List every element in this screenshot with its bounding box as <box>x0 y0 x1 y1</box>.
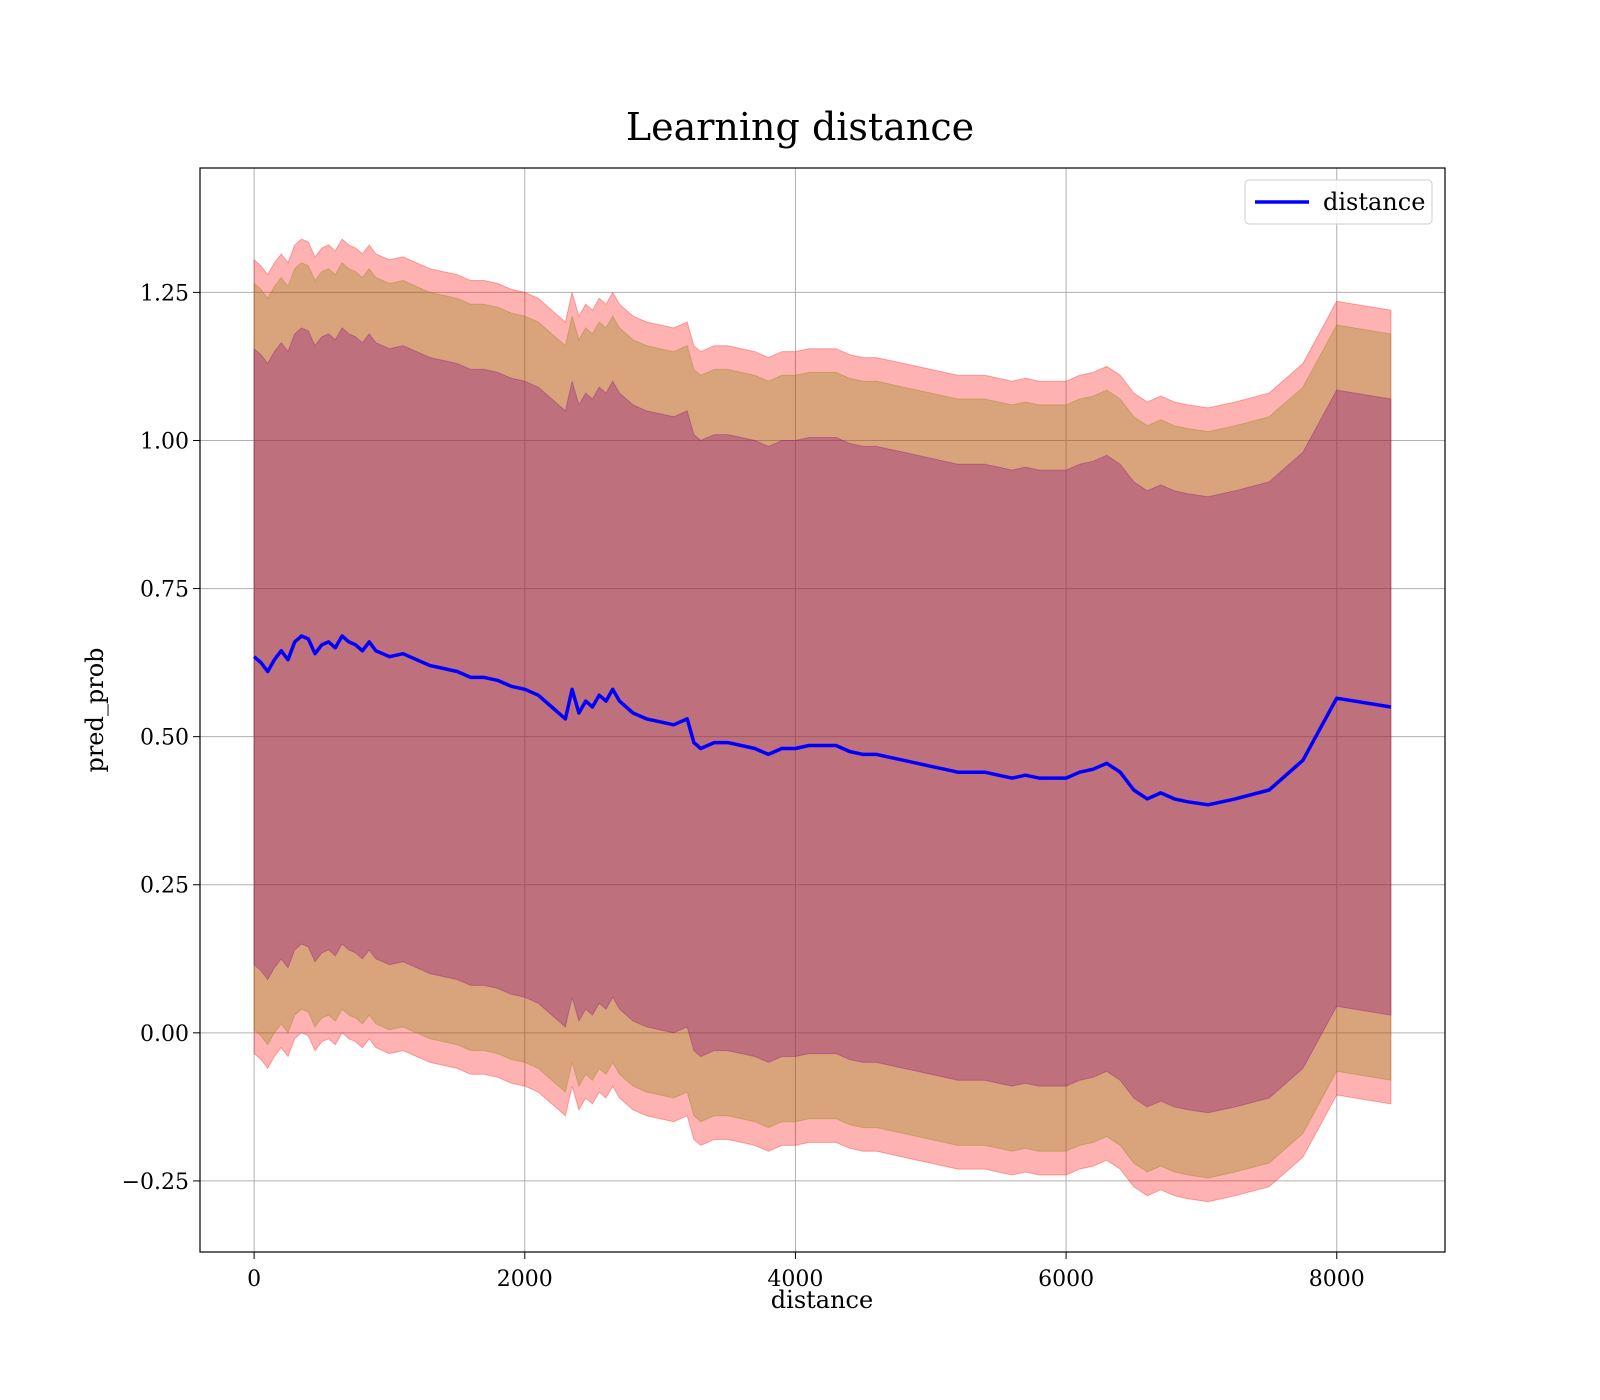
legend-box <box>1244 179 1433 225</box>
legend: distance <box>1244 179 1433 225</box>
y-tick-label: 0.00 <box>140 1022 189 1047</box>
legend-label-distance: distance <box>1323 188 1425 216</box>
x-axis-ticks: 0 2000 4000 6000 8000 <box>247 1252 1365 1292</box>
x-tick-label: 6000 <box>1038 1267 1094 1292</box>
y-tick-label: −0.25 <box>122 1170 189 1195</box>
x-tick-label: 4000 <box>767 1267 823 1292</box>
grid-lines <box>200 168 1445 1252</box>
series-line-distance <box>252 634 1392 807</box>
x-tick-label: 2000 <box>497 1267 553 1292</box>
confidence-bands <box>253 238 1392 1203</box>
plot-frame <box>199 167 1446 1253</box>
x-tick-label: 8000 <box>1309 1267 1365 1292</box>
y-axis-ticks: −0.25 0.00 0.25 0.50 0.75 1.00 1.25 <box>122 281 200 1195</box>
y-tick-label: 1.25 <box>140 281 189 306</box>
band-2 <box>253 327 1392 1114</box>
y-tick-label: 0.50 <box>140 726 189 751</box>
y-tick-label: 0.25 <box>140 874 189 899</box>
band-1 <box>253 262 1392 1179</box>
x-tick-label: 0 <box>247 1267 261 1292</box>
x-axis-label: distance <box>771 1286 873 1314</box>
y-axis-label: pred_prob <box>81 647 109 772</box>
band-0 <box>253 238 1392 1203</box>
y-tick-label: 1.00 <box>140 429 189 454</box>
chart-title: Learning distance <box>626 105 974 149</box>
y-tick-label: 0.75 <box>140 578 189 603</box>
series-lines <box>252 634 1392 807</box>
